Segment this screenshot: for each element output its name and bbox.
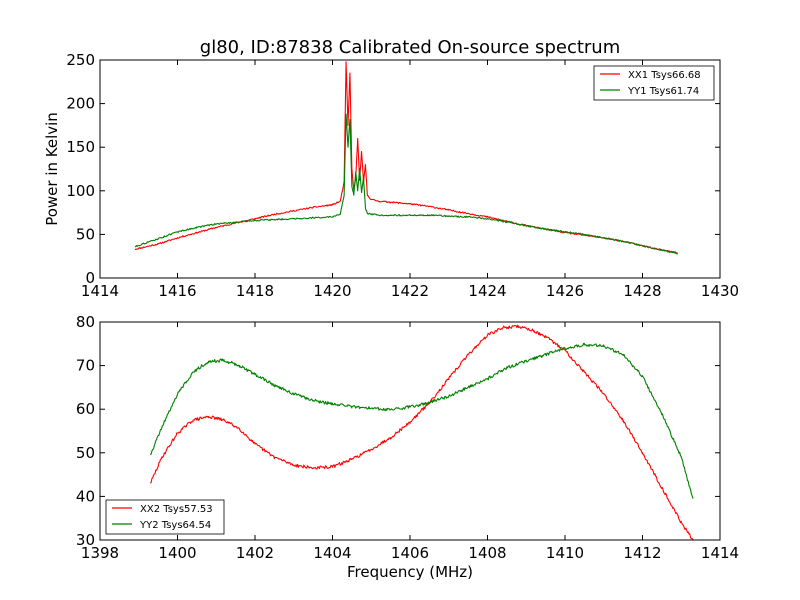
plot-panel-2: 1398 1400 1402 1404 1406 1408 1410 1412 1414 30 4…	[76, 313, 739, 562]
plot-panel-1: 1414 1416 1418 1420 1422 1424 1426 1428 1430 0 50…	[66, 51, 739, 300]
x-tick-label: 1426	[546, 282, 584, 300]
x-tick-label: 1424	[468, 282, 506, 300]
figure-title: gl80, ID:87838 Calibrated On-source spec…	[200, 37, 620, 58]
x-ticks-2: 1398 1400 1402 1404 1406 1408 1410 1412 1414	[81, 322, 739, 562]
x-tick-label: 1416	[158, 282, 196, 300]
series-lines-1	[134, 61, 678, 255]
x-tick-label: 1402	[236, 544, 274, 562]
series-line-yy1	[134, 113, 678, 255]
y-tick-label: 0	[85, 269, 95, 287]
x-axis-label: Frequency (MHz)	[347, 563, 473, 581]
y-tick-label: 50	[76, 444, 95, 462]
legend-label-xx1: XX1 Tsys66.68	[628, 70, 701, 81]
y-tick-label: 100	[66, 182, 95, 200]
x-tick-label: 1428	[623, 282, 661, 300]
legend-label-yy1: YY1 Tsys61.74	[627, 86, 699, 97]
legend-box-1	[593, 65, 715, 101]
x-tick-label: 1414	[81, 282, 119, 300]
legend-1: XX1 Tsys66.68 YY1 Tsys61.74	[593, 65, 715, 101]
y-tick-label: 70	[76, 357, 95, 375]
x-tick-label: 1408	[468, 544, 506, 562]
x-tick-label: 1430	[701, 282, 739, 300]
x-tick-label: 1414	[701, 544, 739, 562]
axes-frame-2	[99, 321, 721, 541]
axes-frame-1	[99, 59, 721, 279]
x-tick-label: 1406	[391, 544, 429, 562]
series-line-xx2	[149, 324, 694, 540]
y-tick-label: 250	[66, 51, 95, 69]
legend-2: XX2 Tsys57.53 YY2 Tsys64.54	[105, 499, 225, 535]
x-tick-label: 1410	[546, 544, 584, 562]
legend-box-2	[105, 499, 225, 535]
series-line-yy2	[149, 342, 694, 499]
y-tick-label: 30	[76, 531, 95, 549]
y-ticks-2: 30 40 50 60 70 80	[76, 313, 720, 549]
legend-label-xx2: XX2 Tsys57.53	[140, 504, 213, 515]
x-tick-label: 1398	[81, 544, 119, 562]
x-tick-label: 1404	[313, 544, 351, 562]
y-tick-label: 200	[66, 95, 95, 113]
x-ticks-1: 1414 1416 1418 1420 1422 1424 1426 1428 1430	[81, 60, 739, 300]
series-lines-2	[149, 324, 694, 540]
legend-label-yy2: YY2 Tsys64.54	[139, 520, 211, 531]
x-tick-label: 1418	[236, 282, 274, 300]
x-tick-label: 1420	[313, 282, 351, 300]
x-tick-label: 1400	[158, 544, 196, 562]
x-tick-label: 1412	[623, 544, 661, 562]
y-tick-label: 60	[76, 400, 95, 418]
y-tick-label: 80	[76, 313, 95, 331]
y-axis-label: Power in Kelvin	[43, 112, 61, 226]
y-tick-label: 50	[76, 225, 95, 243]
x-tick-label: 1422	[391, 282, 429, 300]
y-tick-label: 150	[66, 138, 95, 156]
y-ticks-1: 0 50 100 150 200 250	[66, 51, 720, 287]
y-tick-label: 40	[76, 487, 95, 505]
